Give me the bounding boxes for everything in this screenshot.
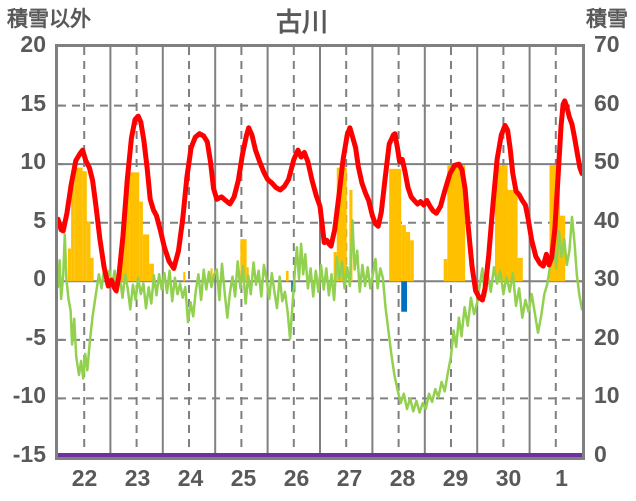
x-axis-label: 26 [283, 465, 310, 491]
orange-bars [246, 267, 249, 282]
left-axis-tick-label: 0 [33, 265, 46, 292]
x-axis-label: 28 [389, 465, 416, 491]
chart-title: 古川 [275, 7, 329, 37]
orange-bars [210, 268, 213, 282]
orange-bars [82, 171, 87, 282]
orange-bars [410, 240, 414, 282]
orange-bars [447, 165, 466, 282]
red-line [58, 98, 582, 303]
orange-bars [129, 172, 140, 282]
orange-bars [401, 225, 406, 282]
orange-bars [149, 263, 154, 282]
orange-bars [240, 239, 247, 282]
orange-bars [67, 248, 72, 282]
chart-svg [58, 47, 582, 457]
right-axis-tick-label: 10 [594, 382, 620, 409]
orange-bars [86, 221, 91, 282]
x-axis-label: 27 [336, 465, 363, 491]
right-axis-tick-label: 0 [594, 441, 607, 467]
left-axis-tick-label: -5 [25, 323, 46, 350]
orange-bars [336, 167, 347, 282]
orange-bars [124, 189, 130, 282]
left-axis-tick-label: 20 [20, 31, 46, 57]
orange-bars [142, 234, 150, 282]
blue-bars [401, 281, 407, 312]
left-axis-tick-label: -15 [12, 441, 46, 467]
orange-bars [389, 168, 402, 282]
orange-bars [507, 189, 518, 282]
left-axis-tick-label: 10 [20, 148, 46, 175]
orange-bars [285, 270, 289, 282]
right-axis-tick-label: 60 [594, 89, 620, 116]
orange-bars [71, 180, 75, 282]
x-axis-label: 30 [495, 465, 522, 491]
x-axis-label: 22 [71, 465, 98, 491]
orange-bars [139, 201, 143, 282]
right-axis-tick-label: 70 [594, 31, 620, 57]
x-axis-label: 23 [124, 465, 151, 491]
right-axis-tick-label: 40 [594, 206, 620, 233]
orange-bars [74, 167, 83, 282]
left-axis-tick-label: 15 [20, 89, 46, 116]
orange-bars [183, 271, 186, 282]
right-axis-title: 積雪 [586, 8, 628, 31]
x-axis-label: 24 [177, 465, 204, 491]
x-axis-label: 25 [230, 465, 257, 491]
x-axis-label: 1 [555, 465, 568, 491]
orange-bars [405, 232, 411, 282]
right-axis-tick-label: 50 [594, 148, 620, 175]
orange-bars [517, 257, 523, 282]
left-axis-title: 積雪以外 [7, 8, 91, 31]
right-axis-tick-label: 30 [594, 265, 620, 292]
x-axis-label: 29 [442, 465, 469, 491]
chart-canvas [58, 47, 582, 457]
left-axis-tick-label: -10 [12, 382, 46, 409]
orange-bars [495, 165, 508, 282]
right-axis-tick-label: 20 [594, 323, 620, 350]
orange-bars [90, 257, 94, 282]
plot-frame [55, 44, 585, 460]
orange-bars [443, 259, 448, 282]
left-axis-tick-label: 5 [33, 206, 46, 233]
